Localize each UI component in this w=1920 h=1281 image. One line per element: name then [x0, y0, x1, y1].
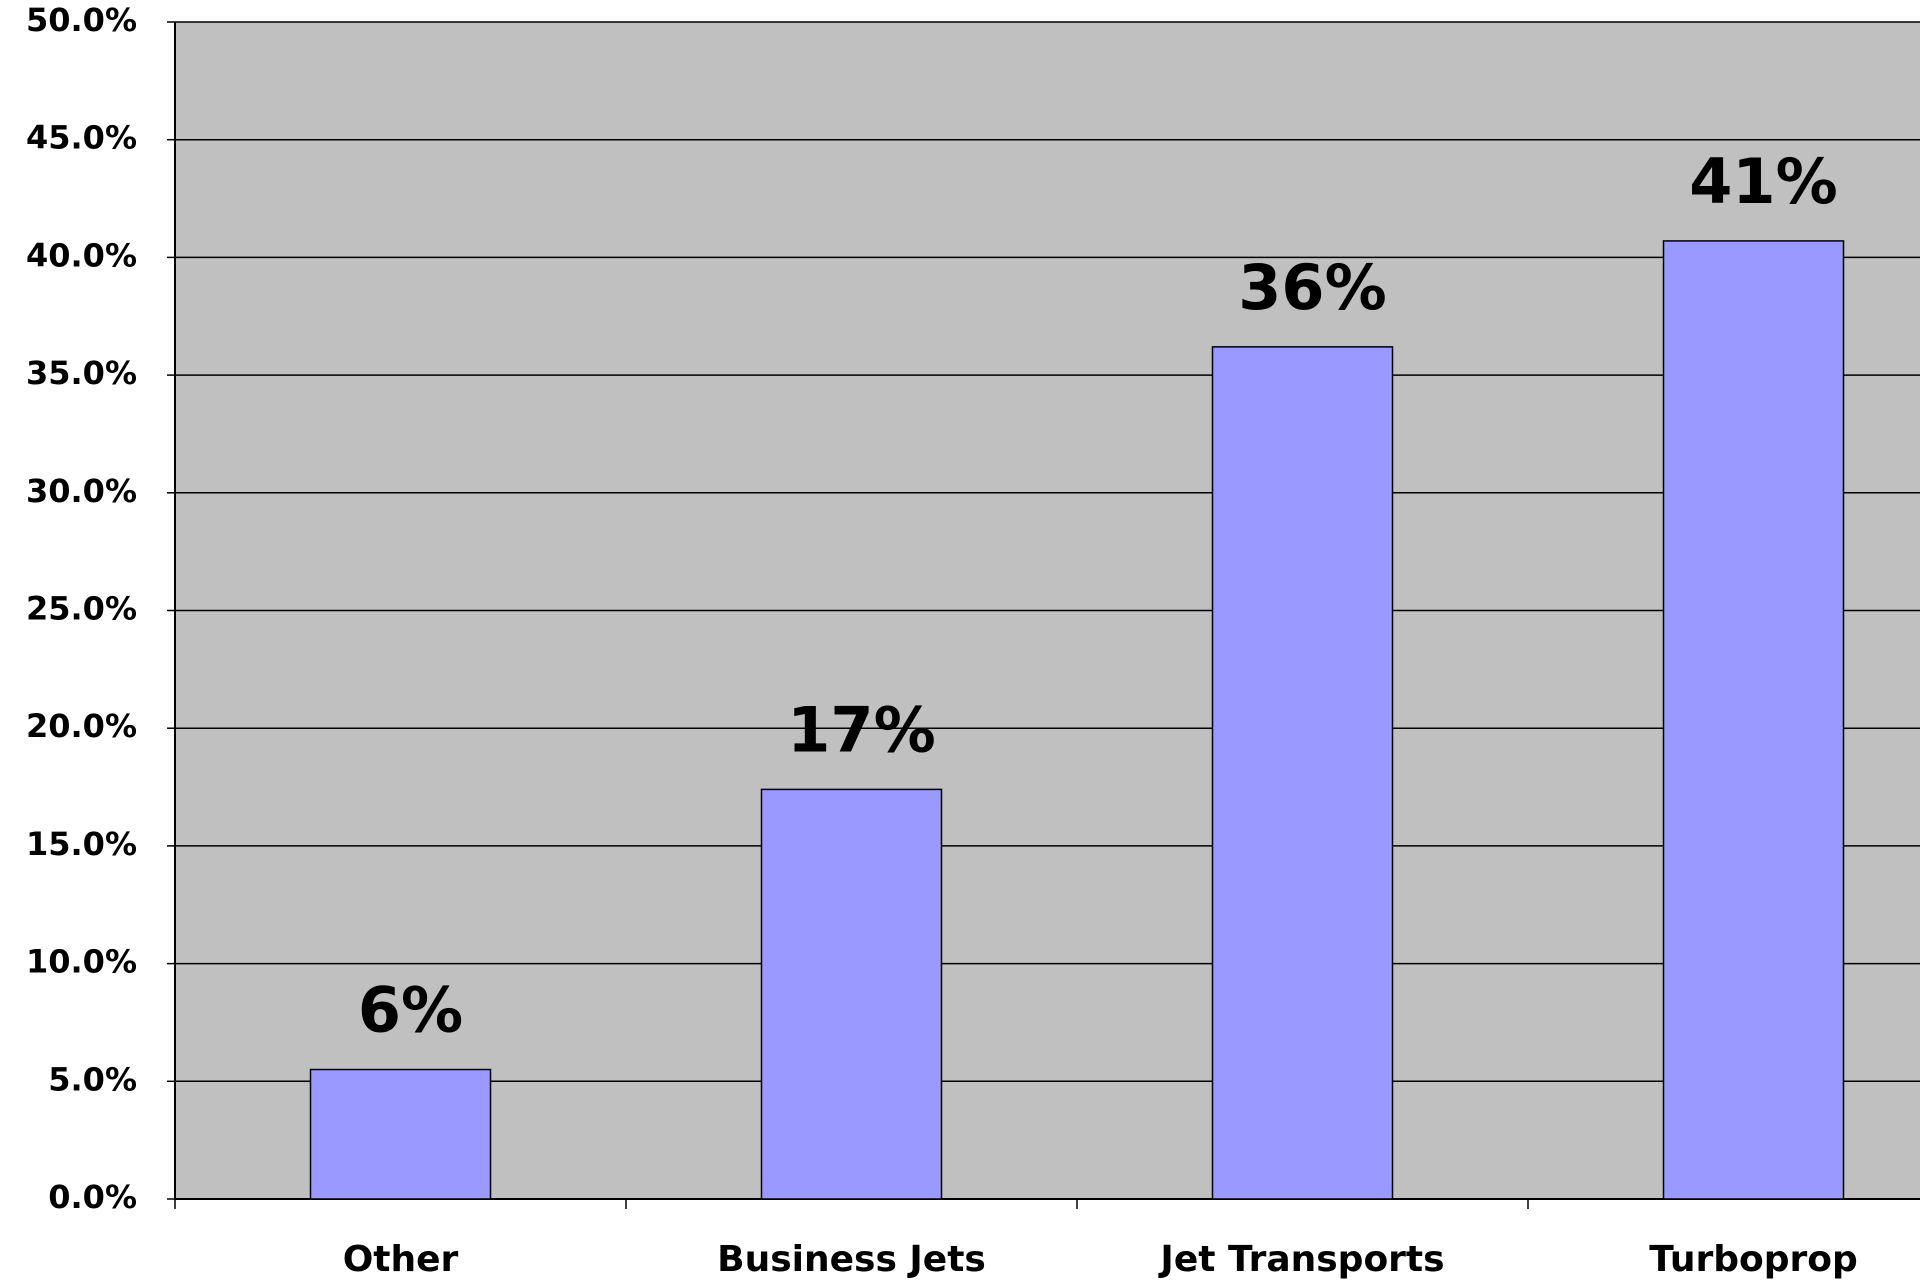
y-tick-label: 15.0% [26, 825, 137, 863]
y-tick-label: 45.0% [26, 119, 137, 157]
bar [1662, 240, 1845, 1200]
y-tick-label: 30.0% [26, 472, 137, 510]
y-tick-label: 50.0% [26, 1, 137, 39]
x-tick-label: Other [343, 1239, 459, 1280]
data-label: 41% [1689, 145, 1837, 218]
y-tick-label: 10.0% [26, 943, 137, 981]
bar [1211, 346, 1394, 1200]
data-label: 6% [358, 974, 463, 1047]
bar [760, 788, 943, 1200]
data-label: 17% [787, 693, 935, 766]
y-tick-label: 0.0% [48, 1178, 137, 1216]
x-tick-label: Jet Transports [1157, 1239, 1444, 1280]
bar [309, 1068, 492, 1200]
y-tick-label: 5.0% [48, 1060, 137, 1098]
y-tick-label: 20.0% [26, 707, 137, 745]
data-label: 36% [1238, 251, 1386, 324]
y-tick-label: 40.0% [26, 236, 137, 274]
x-tick-label: Turboprop [1649, 1239, 1858, 1280]
y-tick-label: 35.0% [26, 354, 137, 392]
x-tick-label: Business Jets [717, 1239, 986, 1280]
y-tick-label: 25.0% [26, 590, 137, 628]
